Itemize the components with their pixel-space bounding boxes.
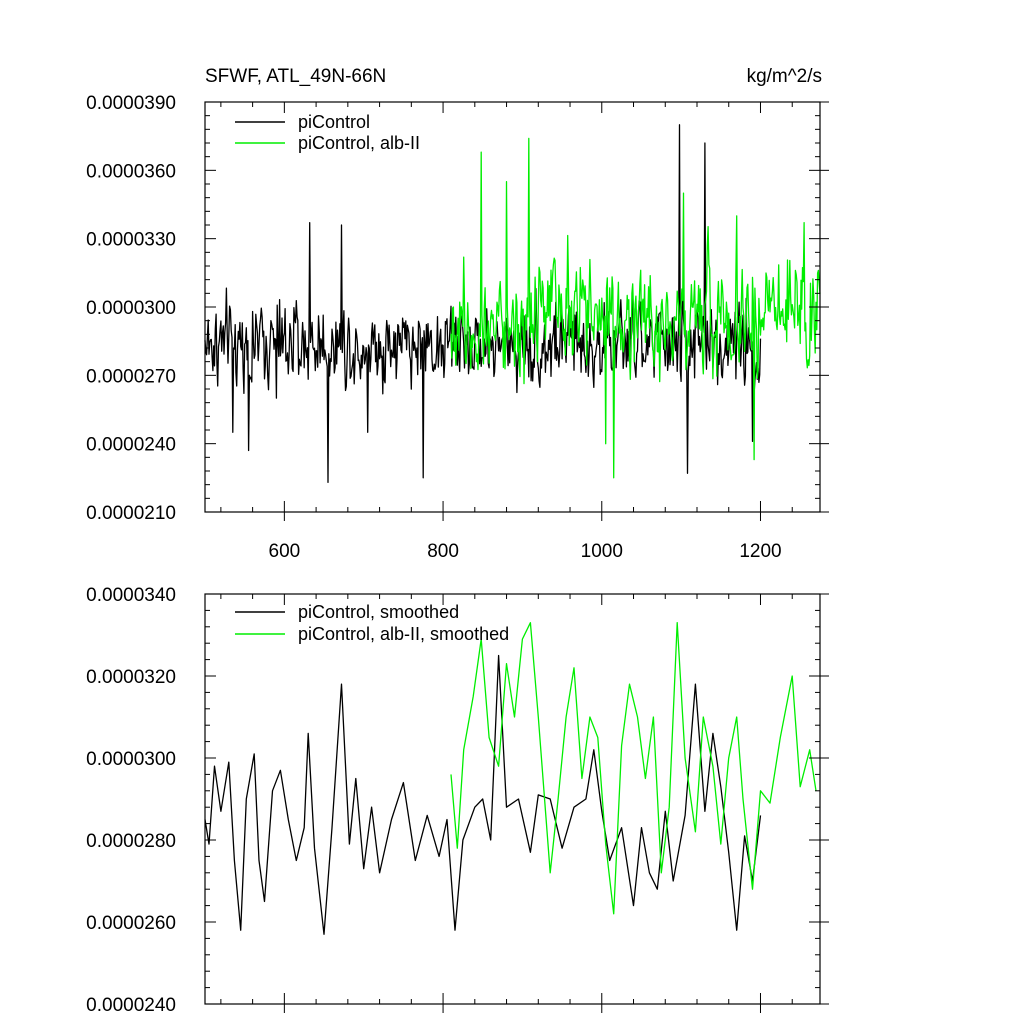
y-tick-label: 0.0000240 (86, 995, 176, 1016)
bottom-series-lines (204, 622, 817, 935)
bottom-panel: 0.0000240 0.0000260 0.0000280 0.0000300 0.00… (86, 585, 829, 1016)
bottom-plot-frame (204, 593, 821, 1005)
bottom-axis-ticks: 0.0000240 0.0000260 0.0000280 0.0000300 0.00… (86, 585, 829, 1016)
series-line-alb-ii (450, 622, 817, 915)
top-title: SFWF, ATL_49N-66N (205, 66, 386, 87)
y-tick-label: 0.0000300 (86, 298, 176, 319)
x-tick-label: 600 (269, 541, 301, 562)
y-tick-label: 0.0000330 (86, 230, 176, 251)
top-units: kg/m^2/s (747, 66, 822, 87)
top-legend-alb-ii: piControl, alb-II (298, 133, 420, 153)
y-tick-label: 0.0000340 (86, 585, 176, 606)
y-tick-label: 0.0000240 (86, 435, 176, 456)
series-line-alb-ii (450, 137, 821, 479)
top-legend-picontrol: piControl (298, 112, 370, 132)
y-tick-label: 0.0000390 (86, 93, 176, 114)
top-series-lines (204, 124, 821, 484)
x-tick-label: 800 (427, 541, 459, 562)
bottom-legend-smoothed: piControl, smoothed (298, 602, 459, 622)
top-panel: SFWF, ATL_49N-66N kg/m^2/s 600 800 1000 120… (86, 66, 829, 562)
x-tick-label: 1200 (739, 541, 781, 562)
top-plot-frame (204, 101, 821, 513)
x-tick-label: 1000 (581, 541, 623, 562)
bottom-legend: piControl, smoothed piControl, alb-II, s… (235, 602, 509, 644)
bottom-legend-alb-ii-smoothed: piControl, alb-II, smoothed (298, 624, 509, 644)
y-tick-label: 0.0000300 (86, 749, 176, 770)
y-tick-label: 0.0000270 (86, 366, 176, 387)
y-tick-label: 0.0000260 (86, 913, 176, 934)
series-line-picontrol (204, 654, 762, 935)
top-axis-ticks: 600 800 1000 1200 0.0000210 0.0000240 0.000027… (86, 93, 829, 562)
top-legend: piControl piControl, alb-II (235, 112, 420, 153)
y-tick-label: 0.0000320 (86, 667, 176, 688)
y-tick-label: 0.0000280 (86, 831, 176, 852)
y-tick-label: 0.0000360 (86, 161, 176, 182)
y-tick-label: 0.0000210 (86, 503, 176, 524)
